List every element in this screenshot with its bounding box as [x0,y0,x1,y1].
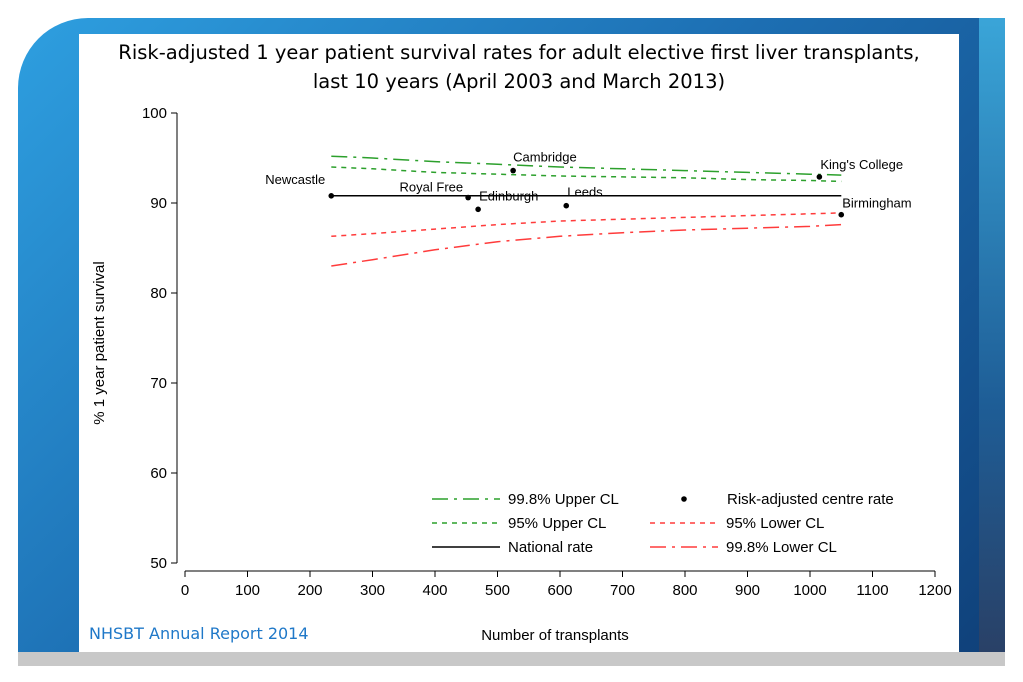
slide-right-strip [979,18,1005,666]
data-point-5 [816,174,823,180]
x-tick-label-300: 300 [360,582,385,599]
legend-label-3: 95% Lower CL [726,515,824,532]
data-point-label-6: Birmingham [842,196,911,211]
x-tick-label-1200: 1200 [918,582,951,599]
data-point-0 [328,193,335,199]
x-tick-label-400: 400 [422,582,447,599]
data-point-label-1: Royal Free [400,180,464,195]
slide-bottom-strip [18,652,1005,666]
legend-label-1: 95% Upper CL [508,515,606,532]
legend-label-2: National rate [508,539,593,556]
chart-title: Risk-adjusted 1 year patient survival ra… [79,38,959,96]
data-point-label-4: Leeds [567,185,603,200]
data-point-label-5: King's College [820,157,903,172]
x-tick-label-100: 100 [235,582,260,599]
data-point-1 [465,194,471,201]
x-axis-label: Number of transplants [481,627,629,644]
slide-panel [79,34,959,652]
series-line-1 [331,166,842,183]
series-line-3 [331,212,842,238]
x-tick-label-600: 600 [547,582,572,599]
data-point-3 [510,167,516,174]
x-tick-label-1000: 1000 [793,582,826,599]
legend-label-point: Risk-adjusted centre rate [727,491,894,508]
y-tick-label-70: 70 [150,375,167,392]
x-tick-label-900: 900 [735,582,760,599]
footer-text: NHSBT Annual Report 2014 [89,624,309,643]
chart-title-line-1: Risk-adjusted 1 year patient survival ra… [118,41,920,64]
data-point-6 [838,211,845,218]
data-point-label-2: Edinburgh [479,188,538,203]
series-line-4 [331,223,842,267]
legend-point-marker [681,496,687,502]
data-point-2 [475,206,481,213]
y-tick-label-60: 60 [150,465,167,482]
data-point-label-0: Newcastle [265,172,325,187]
y-tick-label-100: 100 [142,105,167,122]
chart-title-line-2: last 10 years (April 2003 and March 2013… [312,70,726,93]
x-tick-label-1100: 1100 [856,582,888,599]
x-tick-label-0: 0 [181,582,189,599]
y-axis-label: % 1 year patient survival [91,261,108,424]
y-tick-label-90: 90 [150,195,167,212]
y-tick-label-80: 80 [150,285,167,302]
x-tick-label-200: 200 [297,582,322,599]
x-tick-label-800: 800 [672,582,697,599]
legend-label-4: 99.8% Lower CL [726,539,837,556]
data-point-4 [563,202,570,209]
y-tick-label-50: 50 [150,555,167,572]
legend-label-0: 99.8% Upper CL [508,491,619,508]
series-line-0 [331,155,842,176]
data-point-label-3: Cambridge [513,150,577,165]
x-tick-label-500: 500 [485,582,510,599]
x-tick-label-700: 700 [610,582,635,599]
